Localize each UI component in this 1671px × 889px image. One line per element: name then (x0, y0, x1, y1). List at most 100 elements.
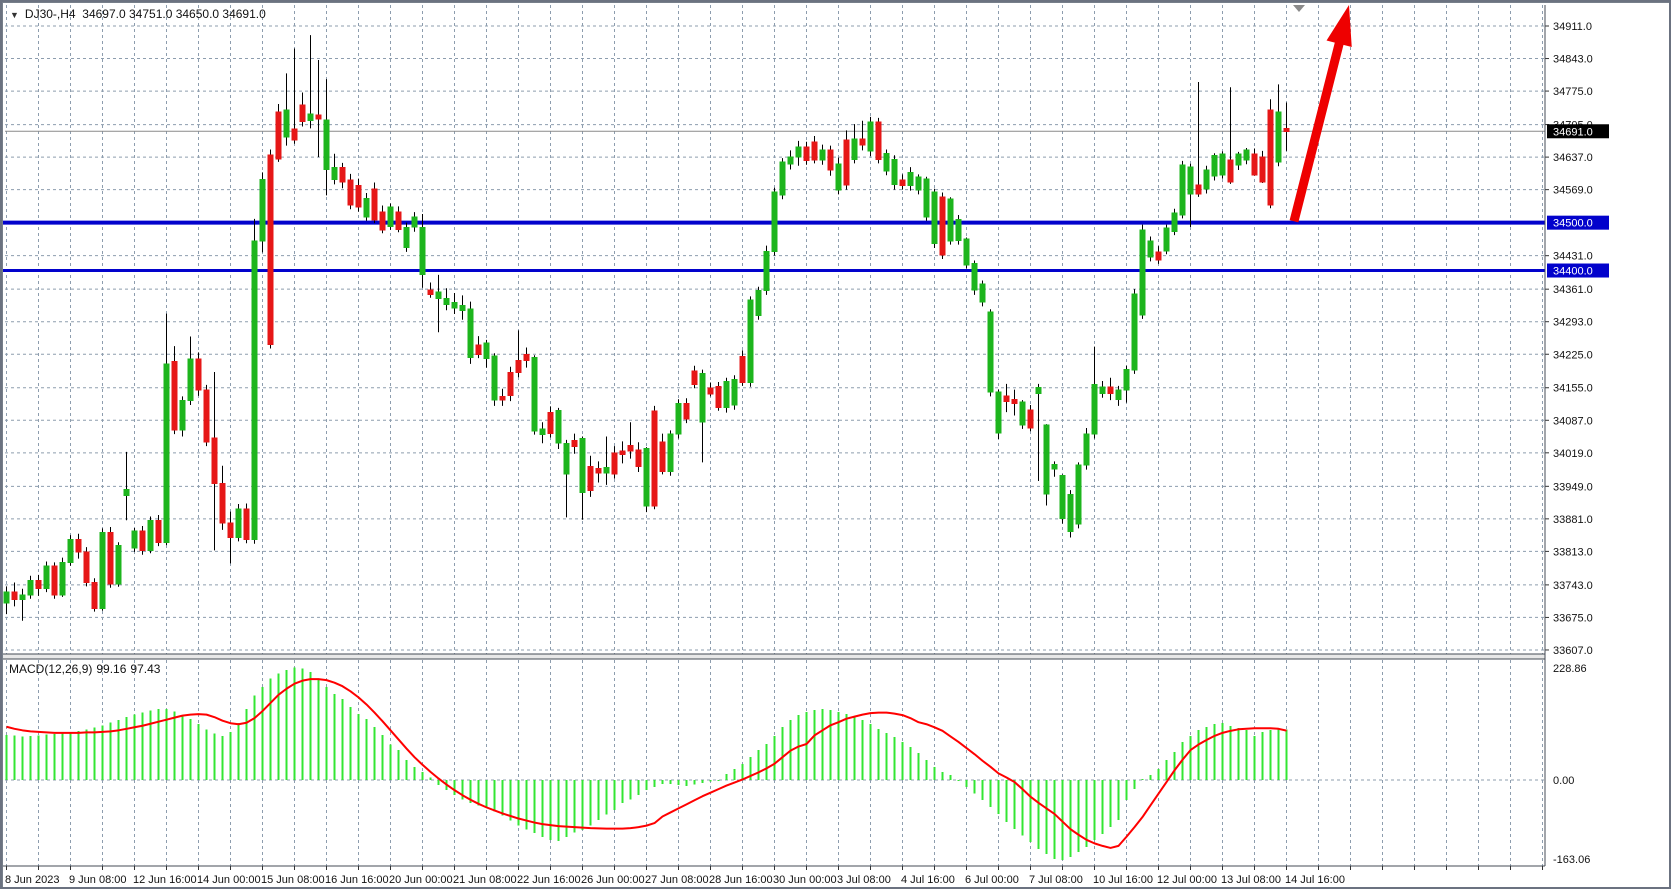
candle-body (1147, 240, 1154, 258)
candle-body (195, 358, 202, 391)
candle-body (819, 149, 826, 161)
macd-histogram-bar (13, 735, 16, 780)
candle-body (883, 152, 890, 172)
candle-body (571, 439, 578, 448)
macd-histogram-bar (1229, 725, 1232, 780)
macd-scale-zero-label: 0.00 (1553, 775, 1574, 787)
candle-body (1051, 463, 1058, 470)
macd-histogram-bar (1061, 780, 1064, 861)
candle-body (1043, 424, 1050, 495)
price-axis-label: 34431.0 (1553, 251, 1593, 263)
macd-histogram-bar (157, 709, 160, 780)
macd-histogram-bar (1005, 780, 1008, 823)
macd-histogram-bar (629, 780, 632, 800)
macd-histogram-bar (1037, 780, 1040, 849)
candle-body (1035, 387, 1042, 394)
macd-histogram-bar (1085, 780, 1088, 847)
candle-body (987, 311, 994, 393)
macd-histogram-bar (1157, 768, 1160, 780)
candle-body (259, 179, 266, 242)
candle-body (499, 395, 506, 401)
candle-body (91, 581, 98, 609)
macd-histogram-bar (637, 780, 640, 796)
macd-histogram-bar (1117, 780, 1120, 821)
candle-body (635, 449, 642, 468)
candle-body (1243, 149, 1250, 161)
candle-body (1075, 464, 1082, 525)
candle-body (291, 128, 298, 141)
candle-body (243, 508, 250, 540)
macd-histogram-bar (317, 678, 320, 780)
candle-body (1083, 433, 1090, 466)
macd-histogram-bar (901, 741, 904, 780)
candle-body (923, 178, 930, 218)
price-axis-label: 34019.0 (1553, 448, 1593, 460)
macd-histogram-bar (773, 735, 776, 780)
candle-body (963, 238, 970, 266)
candle-body (155, 519, 162, 543)
macd-histogram-bar (509, 780, 512, 821)
macd-histogram-bar (821, 709, 824, 780)
candle-body (563, 443, 570, 475)
candle-body (419, 226, 426, 275)
macd-histogram-bar (309, 672, 312, 780)
macd-signal-line (6, 678, 1287, 849)
candle-body (171, 360, 178, 431)
trend-arrow[interactable] (1289, 5, 1352, 223)
candle-body (595, 468, 602, 474)
candle-body (203, 389, 210, 443)
candle-body (43, 565, 50, 590)
candle-body (27, 580, 34, 596)
candle-body (331, 167, 338, 181)
chart-shift-marker-icon[interactable] (1293, 5, 1305, 12)
macd-histogram-bar (253, 695, 256, 780)
candle-body (651, 410, 658, 507)
candle-body (1203, 169, 1210, 190)
time-axis-label: 14 Jul 16:00 (1285, 874, 1345, 886)
macd-histogram-bar (941, 771, 944, 780)
candle-body (187, 358, 194, 402)
symbol-dropdown-icon[interactable]: ▼ (10, 10, 19, 20)
candle-body (363, 198, 370, 218)
candle-body (555, 410, 562, 444)
macd-histogram-bar (285, 670, 288, 780)
macd-histogram-bar (5, 734, 8, 780)
time-axis-label: 16 Jun 16:00 (325, 874, 389, 886)
candle-body (867, 121, 874, 152)
candle-body (83, 551, 90, 583)
macd-histogram-bar (1029, 780, 1032, 842)
candle-body (107, 532, 114, 585)
pane-separator[interactable] (2, 653, 1546, 660)
price-axis-label: 34911.0 (1553, 21, 1592, 33)
macd-histogram-bar (501, 780, 504, 816)
candle-body (747, 299, 754, 383)
macd-histogram-bar (1077, 780, 1080, 852)
macd-histogram-bar (221, 735, 224, 780)
macd-histogram-bar (1133, 780, 1136, 790)
candle-body (1099, 386, 1106, 394)
candle-body (267, 154, 274, 346)
macd-histogram-bar (93, 727, 96, 780)
macd-histogram-bar (733, 768, 736, 780)
candle-body (979, 283, 986, 303)
macd-histogram-bar (1045, 780, 1048, 855)
macd-histogram-bar (85, 729, 88, 780)
candle-body (515, 359, 522, 373)
price-axis-label: 33607.0 (1553, 645, 1593, 657)
candle-body (1251, 153, 1258, 176)
candle-body (219, 482, 226, 524)
candle-body (619, 450, 626, 456)
macd-main-value: 99.16 (96, 662, 127, 676)
macd-histogram-bar (1101, 780, 1104, 835)
macd-histogram-bar (325, 687, 328, 780)
macd-histogram-bar (741, 763, 744, 780)
price-axis-label: 34843.0 (1553, 54, 1593, 66)
price-badge (1547, 263, 1609, 278)
macd-histogram-bar (181, 715, 184, 780)
macd-histogram-bar (717, 780, 720, 782)
macd-histogram-bar (357, 714, 360, 780)
candle-body (355, 184, 362, 208)
macd-histogram-bar (661, 780, 664, 785)
